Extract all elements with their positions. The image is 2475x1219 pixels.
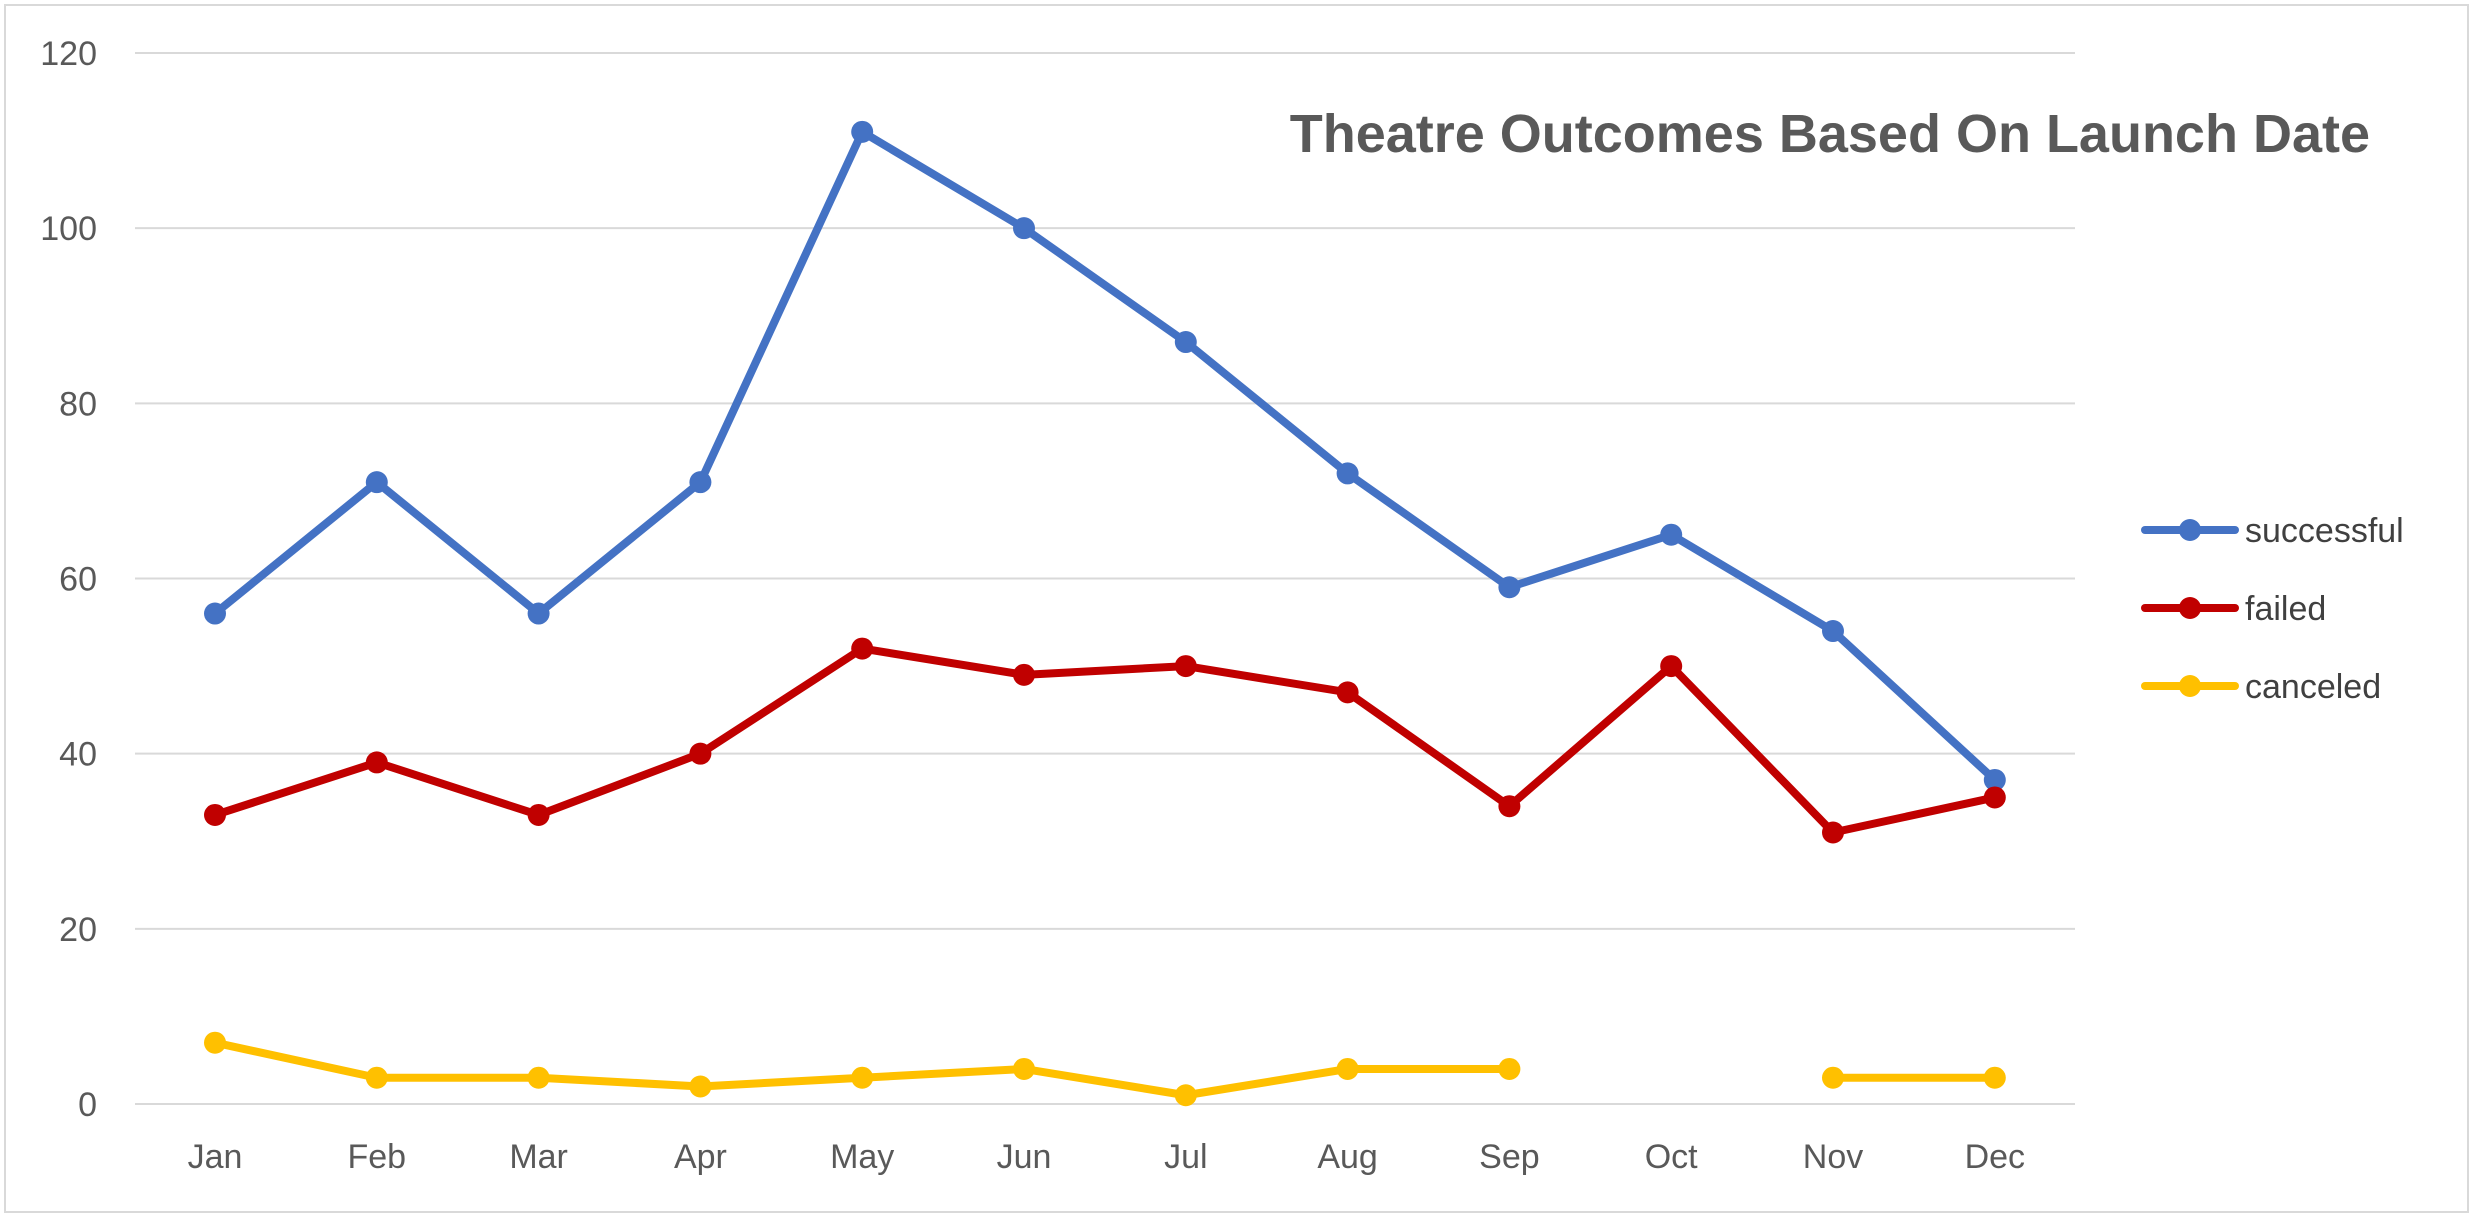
- data-point: [204, 602, 226, 625]
- data-point: [527, 1066, 550, 1089]
- data-point: [1013, 1057, 1035, 1080]
- data-point: [1660, 523, 1683, 546]
- series-line: [211, 644, 1999, 837]
- data-point: [1983, 786, 2006, 809]
- series-successful: [204, 120, 2006, 791]
- data-point: [851, 637, 874, 660]
- data-point: [689, 471, 712, 494]
- data-point: [851, 120, 874, 143]
- legend-item-failed: failed: [2141, 590, 2326, 628]
- data-point: [689, 742, 712, 765]
- y-axis-ticks: 0 20 40 60 80 100 120: [40, 35, 97, 1124]
- data-point: [1336, 462, 1359, 485]
- legend-item-canceled: canceled: [2141, 668, 2381, 706]
- data-point: [365, 471, 388, 494]
- x-tick-label: May: [830, 1138, 894, 1176]
- series-lines: [204, 120, 2006, 1107]
- data-point: [1174, 655, 1197, 678]
- x-tick-label: Oct: [1645, 1138, 1698, 1176]
- y-tick-label: 80: [59, 385, 97, 423]
- data-point: [1174, 331, 1197, 354]
- x-axis-ticks: Jan Feb Mar Apr May Jun Jul Aug Sep Oct Nov Dec: [188, 1138, 2025, 1176]
- legend-label: successful: [2245, 512, 2404, 550]
- data-point: [689, 1075, 712, 1098]
- chart-title: Theatre Outcomes Based On Launch Date: [1290, 104, 2370, 164]
- data-point: [1983, 768, 2006, 791]
- y-tick-label: 20: [59, 911, 97, 949]
- x-tick-label: Jul: [1164, 1138, 1207, 1176]
- x-tick-label: Nov: [1803, 1138, 1863, 1176]
- data-point: [1822, 1066, 1844, 1089]
- series-line: [211, 127, 1999, 784]
- data-point: [1983, 1066, 2006, 1089]
- data-point: [1336, 681, 1359, 704]
- x-tick-label: Feb: [348, 1138, 407, 1176]
- y-tick-label: 40: [59, 736, 97, 774]
- legend-item-successful: successful: [2141, 512, 2404, 550]
- legend-marker: [2179, 519, 2201, 541]
- chart-frame: [4, 4, 2469, 1213]
- x-tick-label: Apr: [674, 1138, 727, 1176]
- x-tick-label: Jun: [997, 1138, 1052, 1176]
- data-point: [1498, 1057, 1521, 1080]
- data-point: [204, 803, 226, 826]
- legend-marker: [2179, 597, 2201, 619]
- data-point: [1822, 821, 1844, 844]
- legend-marker: [2179, 675, 2201, 697]
- data-point: [1336, 1057, 1359, 1080]
- data-point: [1174, 1084, 1197, 1107]
- x-tick-label: Aug: [1317, 1138, 1378, 1176]
- series-canceled: [204, 1031, 2006, 1107]
- y-tick-label: 120: [40, 35, 97, 73]
- y-tick-label: 60: [59, 561, 97, 599]
- data-point: [527, 602, 550, 625]
- data-point: [1013, 217, 1035, 240]
- data-point: [851, 1066, 874, 1089]
- legend-label: canceled: [2245, 668, 2381, 706]
- x-tick-label: Sep: [1479, 1138, 1540, 1176]
- data-point: [365, 1066, 388, 1089]
- data-point: [204, 1031, 226, 1054]
- series-failed: [204, 637, 2006, 844]
- x-tick-label: Mar: [509, 1138, 568, 1176]
- data-point: [1822, 620, 1844, 643]
- gridlines: [135, 52, 2075, 1105]
- data-point: [1013, 663, 1035, 686]
- y-tick-label: 0: [78, 1086, 97, 1124]
- x-tick-label: Dec: [1965, 1138, 2025, 1176]
- data-point: [1498, 576, 1521, 599]
- data-point: [527, 803, 550, 826]
- y-tick-label: 100: [40, 210, 97, 248]
- legend: successful failed canceled: [2141, 512, 2404, 706]
- data-point: [1498, 795, 1521, 818]
- data-point: [1660, 655, 1683, 678]
- x-tick-label: Jan: [188, 1138, 243, 1176]
- data-point: [365, 751, 388, 774]
- legend-label: failed: [2245, 590, 2326, 628]
